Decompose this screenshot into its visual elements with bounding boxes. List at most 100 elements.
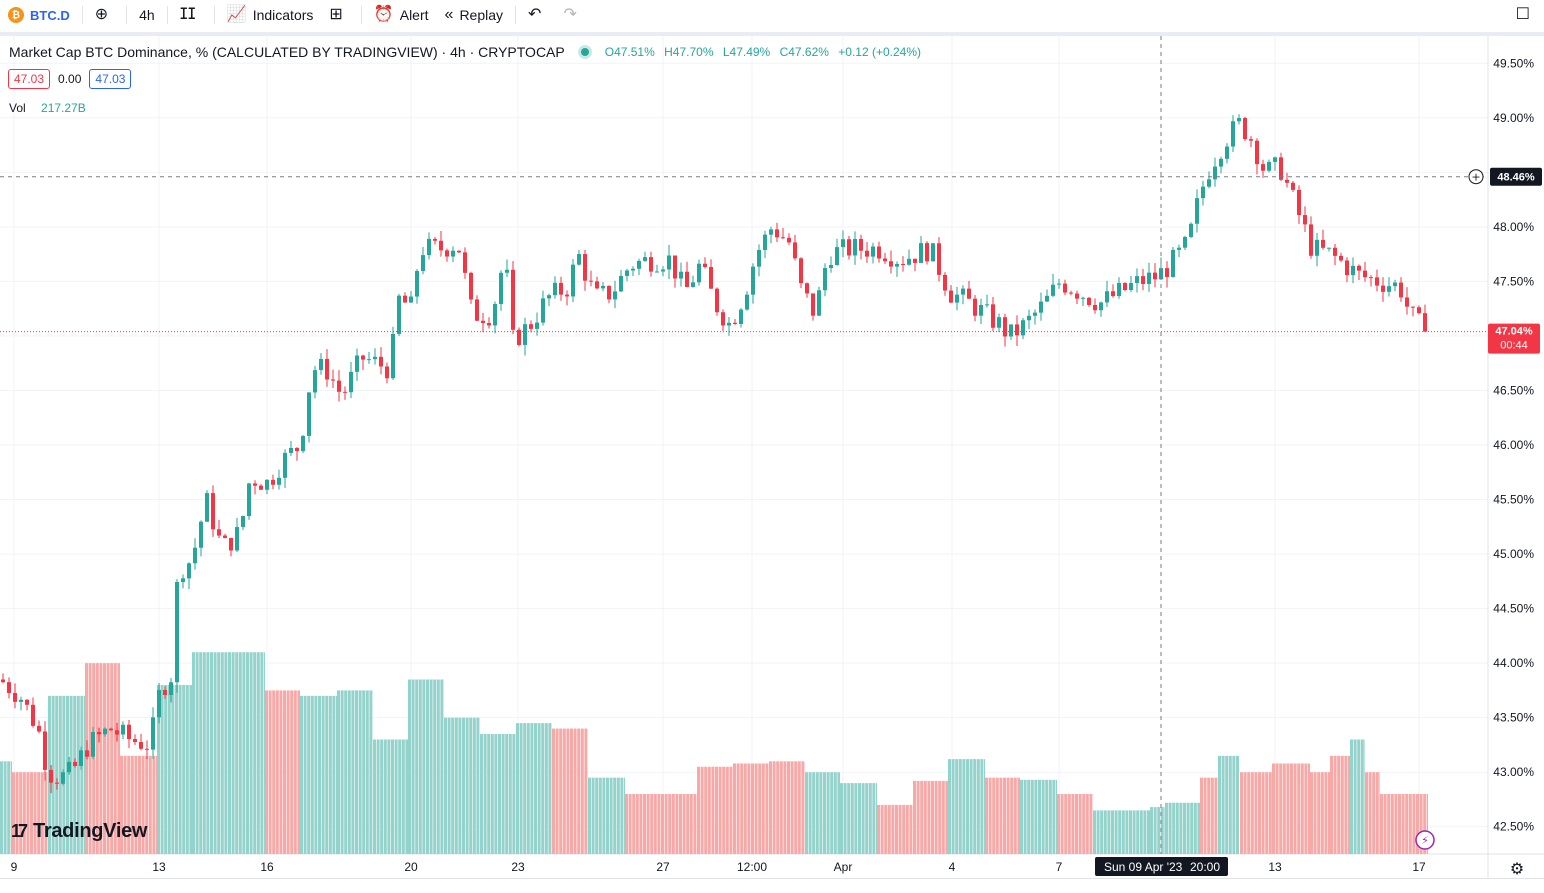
candle-body [319,358,323,371]
volume-bar [37,772,41,854]
volume-bar [206,652,210,854]
volume-bar [505,734,509,854]
replay-button[interactable]: « Replay [437,0,512,30]
indicators-button[interactable]: 📈 Indicators [219,0,322,30]
volume-bar [152,755,156,854]
candle-body [595,281,599,289]
interval-button[interactable]: 4h [131,0,163,30]
tradingview-logo[interactable]: 17 TradingView [11,820,147,843]
volume-bar [303,695,307,854]
volume-bar [573,728,577,854]
last-price-badge [1488,323,1540,354]
crosshair-time-hour: 20:00 [1190,860,1220,874]
x-tick-label: 12:00 [737,860,767,874]
volume-bar [616,777,620,854]
volume-bar [830,772,834,854]
candle-body [1159,268,1163,280]
volume-bar [1350,739,1353,854]
candle-body [991,304,995,328]
candle-body [469,272,473,300]
volume-bar [1143,810,1147,854]
candle-body [955,294,959,303]
volume-bar [332,695,336,854]
candle-body [199,521,203,548]
candle-body [1405,297,1409,307]
volume-bar [117,663,120,854]
candle-body [19,699,23,702]
candle-body [1417,307,1421,314]
volume-bar [1348,755,1350,854]
ohlc-change: +0.12 (+0.24%) [838,45,922,59]
fullscreen-button[interactable]: ☐ [1508,0,1544,30]
alert-button[interactable]: ⏰ Alert [366,0,437,30]
candle-body [97,731,101,735]
x-tick-label: Apr [834,860,853,874]
volume-bar [508,734,512,854]
volume-bar [661,794,664,854]
volume-bar [76,695,80,854]
volume-bar [1165,802,1168,854]
candle-body [409,296,413,303]
candle-body [301,435,305,452]
study-left-value[interactable]: 47.03 [8,69,51,89]
x-tick-label: 9 [11,860,18,874]
volume-bar [1328,772,1330,854]
candle-body [799,258,803,284]
volume-bar [401,739,405,854]
volume-bar [103,663,106,854]
layouts-button[interactable]: ⊞ [321,0,356,30]
volume-bar [300,695,303,854]
volume-bar [613,777,617,854]
grid-icon: ⊞ [329,6,343,23]
volume-bar [365,690,369,854]
y-tick-label: 49.50% [1493,56,1534,70]
settings-gear-icon[interactable]: ⚙ [1510,859,1524,878]
candle-body [1219,158,1223,167]
volume-bar [722,766,726,854]
candle-body [961,288,965,295]
volume-bar [1071,794,1075,854]
volume-bar [1107,810,1111,854]
volume-bar [948,759,951,854]
tradingview-logo-text: TradingView [33,820,148,842]
candle-body [1141,276,1145,284]
volume-bar [394,739,398,854]
volume-bar [1034,779,1038,854]
compare-symbol-button[interactable]: ⊕ [87,0,122,30]
price-chart[interactable]: 42.50% 43.00% 43.50% 44.00% 44.50% 45.00% 45.5… [0,36,1544,878]
undo-button[interactable]: ↶ [520,0,555,30]
volume-bar [1353,739,1357,854]
volume-bar [1304,763,1308,854]
volume-bar [469,717,473,854]
volume-bar [1394,794,1398,854]
volume-bar [1129,810,1132,854]
volume-bar [526,723,530,854]
tradingview-logo-icon: 17 [11,821,28,841]
candle-body [1165,268,1169,277]
chart-type-button[interactable]: ⵊⵊ [172,0,210,30]
volume-bar [429,679,433,854]
x-tick-label: 16 [260,860,274,874]
volume-bar [167,684,171,854]
candle-body [487,323,491,326]
ohlc-values: O47.51% H47.70% L47.49% C47.62% +0.12 (+… [605,45,927,59]
redo-button[interactable]: ↷ [555,0,590,30]
candle-body [559,282,563,295]
volume-bar [279,690,283,854]
symbol-search-button[interactable]: ₿ BTC.D [0,0,78,30]
volume-bar [1232,755,1236,854]
volume-bar [1179,802,1183,854]
candle-body [511,269,515,330]
volume-bar [26,772,30,854]
candle-body [439,240,443,251]
volume-bar [355,690,358,854]
study-right-value[interactable]: 47.03 [89,69,132,89]
candle-body [1171,249,1175,277]
volume-bar [577,728,581,854]
crosshair-price-label: 48.46% [1497,172,1535,184]
volume-bar [127,755,131,854]
volume-bar [984,759,985,854]
volume-bar [598,777,602,854]
candle-body [1387,286,1391,292]
redo-icon: ↷ [563,6,577,23]
